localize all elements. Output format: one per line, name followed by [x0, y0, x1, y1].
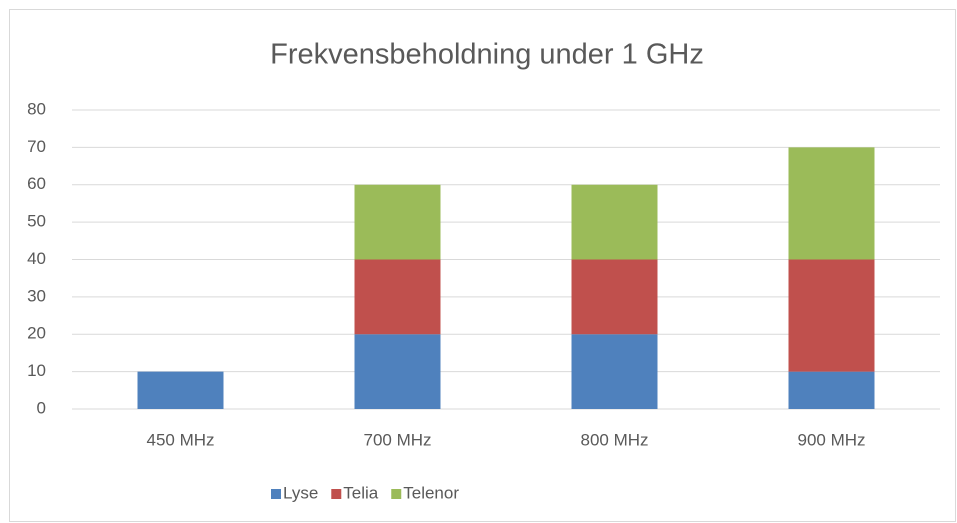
legend-swatch: [271, 489, 281, 499]
bar-segment: [354, 259, 441, 335]
bar-segment: [571, 184, 658, 260]
y-tick-label: 20: [27, 324, 46, 343]
bar-segment: [137, 371, 224, 409]
y-tick-label: 0: [37, 398, 46, 417]
x-tick-label: 450 MHz: [146, 430, 214, 449]
bar-segment: [788, 147, 875, 260]
bar-segment: [788, 259, 875, 372]
legend-label: Telenor: [403, 483, 459, 502]
bar-segment: [354, 334, 441, 409]
bar-segment: [571, 334, 658, 409]
y-tick-label: 70: [27, 137, 46, 156]
y-tick-label: 30: [27, 286, 46, 305]
y-tick-label: 10: [27, 361, 46, 380]
legend-label: Lyse: [283, 483, 318, 502]
y-tick-label: 40: [27, 249, 46, 268]
legend-label: Telia: [343, 483, 379, 502]
x-tick-label: 700 MHz: [363, 430, 431, 449]
bar-segment: [788, 371, 875, 409]
y-tick-label: 60: [27, 174, 46, 193]
y-tick-label: 50: [27, 212, 46, 231]
bar-segment: [354, 184, 441, 260]
x-tick-label: 800 MHz: [580, 430, 648, 449]
legend-swatch: [391, 489, 402, 499]
bar-segment: [571, 259, 658, 335]
legend-swatch: [331, 489, 342, 499]
x-tick-label: 900 MHz: [797, 430, 865, 449]
chart-title: Frekvensbeholdning under 1 GHz: [270, 39, 704, 71]
y-tick-label: 80: [27, 99, 46, 118]
